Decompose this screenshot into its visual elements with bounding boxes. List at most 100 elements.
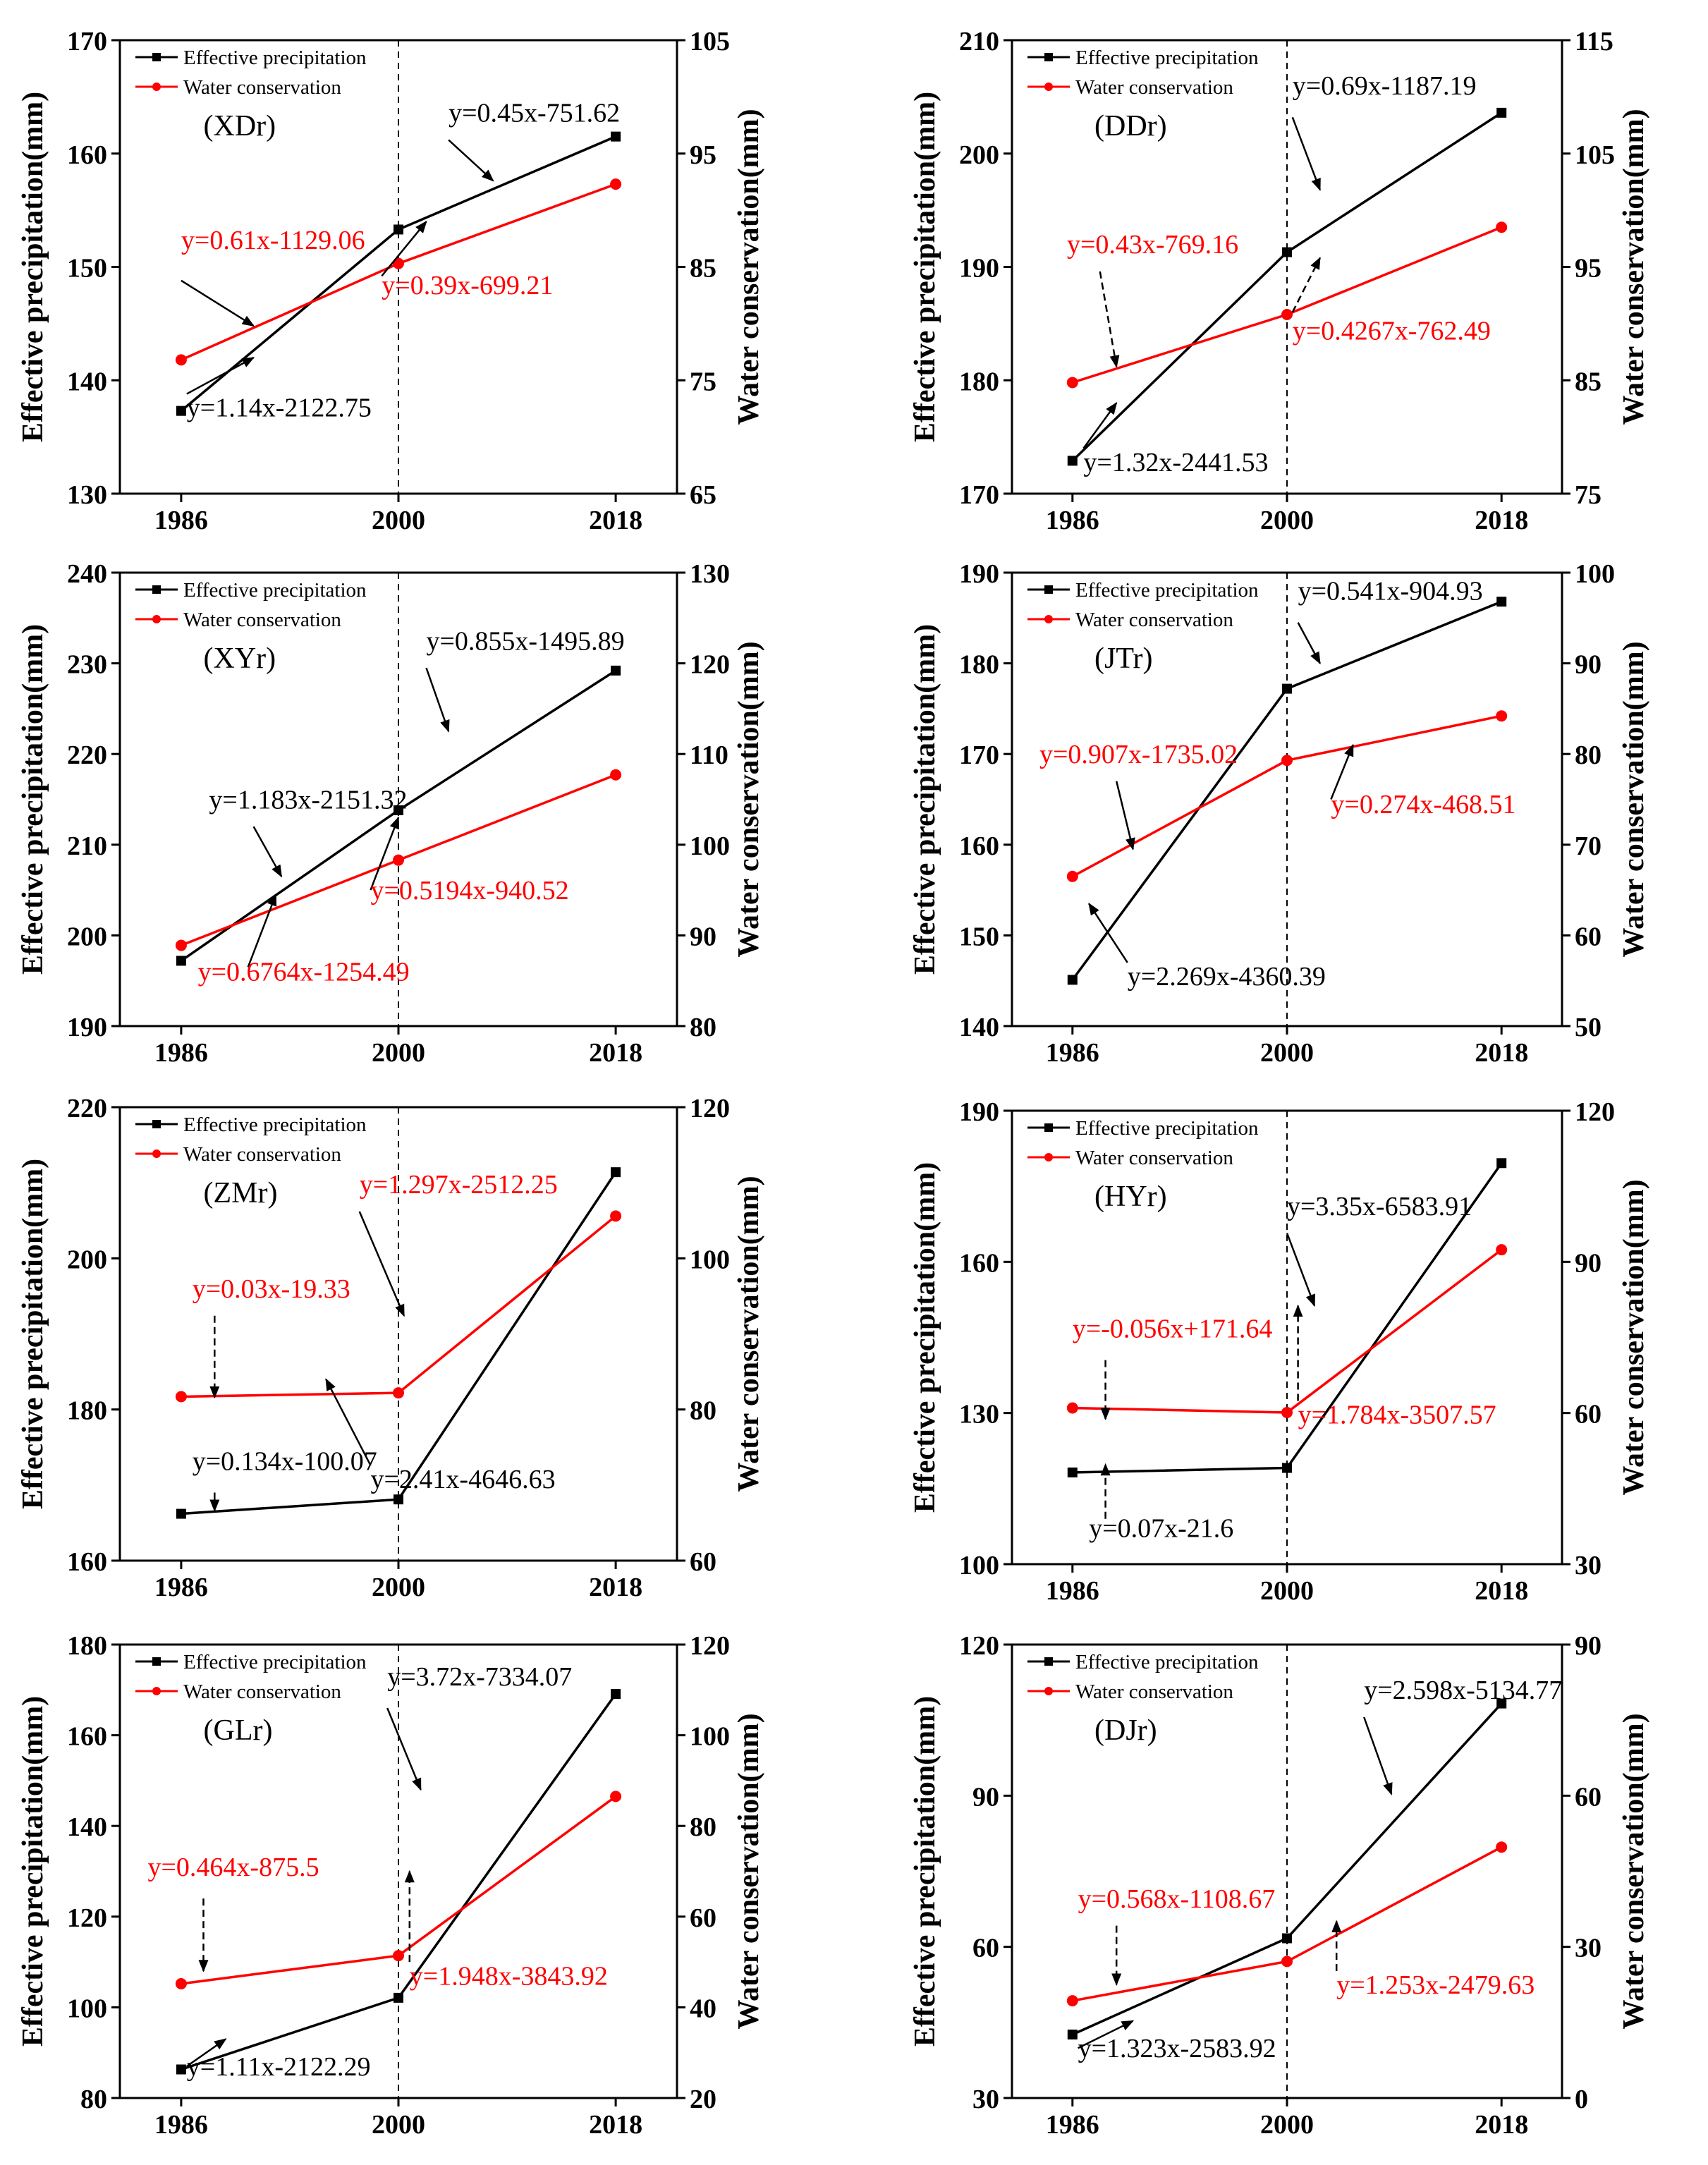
x-tick-label: 2018 [1475, 1038, 1528, 1068]
x-tick-label: 1986 [154, 2110, 208, 2140]
annotation-arrow [1082, 401, 1118, 449]
chart-panel-7: 80 100 120 140 160 180 20 40 60 80 100 120 1986 2000 2… [17, 1631, 765, 2140]
x-tick-label: 2018 [589, 2110, 642, 2140]
left-tick-label: 210 [67, 831, 107, 861]
panel-label: (JTr) [1094, 642, 1152, 675]
legend-marker-circle [152, 1687, 161, 1695]
data-point-square [1496, 597, 1507, 607]
annotation-arrow [181, 279, 255, 327]
legend-label: Water conservation [1075, 1147, 1233, 1169]
legend-marker-square [1044, 1123, 1053, 1132]
right-tick-label: 70 [1575, 831, 1602, 861]
left-tick-label: 220 [67, 1094, 107, 1123]
regression-equation: y=0.43x-769.16 [1067, 230, 1238, 260]
right-tick-label: 130 [690, 559, 730, 589]
right-tick-label: 50 [1575, 1013, 1602, 1042]
left-tick-label: 200 [67, 1245, 107, 1274]
annotation-arrow [247, 893, 277, 968]
data-point-square [1282, 683, 1292, 694]
right-tick-label: 85 [1575, 367, 1602, 396]
chart-panel-8: 30 60 90 120 0 30 60 90 1986 2000 2018 Effective pr… [909, 1631, 1650, 2140]
regression-equation: y=1.32x-2441.53 [1083, 448, 1268, 477]
data-point-square [1282, 247, 1292, 257]
data-point-square [1067, 1467, 1078, 1477]
annotation-arrow [1330, 743, 1354, 800]
left-tick-label: 220 [67, 740, 107, 770]
data-point-square [1282, 1463, 1292, 1473]
right-axis-title: Water conservation(mm) [733, 1713, 765, 2029]
regression-equation: y=0.274x-468.51 [1331, 790, 1515, 819]
x-tick-label: 1986 [1046, 506, 1099, 535]
regression-equation: y=0.61x-1129.06 [181, 226, 365, 255]
regression-equation: y=1.183x-2151.32 [209, 785, 407, 815]
left-tick-label: 160 [959, 831, 999, 861]
left-tick-label: 170 [67, 27, 107, 56]
x-tick-label: 2000 [372, 1038, 425, 1068]
data-point-circle [1281, 755, 1293, 767]
right-tick-label: 90 [690, 922, 716, 951]
x-tick-label: 2000 [1260, 506, 1314, 535]
data-point-circle [610, 178, 622, 190]
left-tick-label: 140 [67, 367, 107, 396]
right-axis-title: Water conservation(mm) [1618, 641, 1650, 957]
legend-label: Effective precipitation [1075, 579, 1259, 602]
x-tick-label: 1986 [154, 1038, 208, 1068]
legend-label: Effective precipitation [1075, 1117, 1259, 1140]
right-tick-label: 20 [690, 2085, 716, 2114]
regression-equation: y=2.598x-5134.77 [1364, 1676, 1562, 1705]
regression-equation: y=0.07x-21.6 [1089, 1513, 1233, 1543]
data-point-square [394, 1494, 403, 1505]
left-axis-title: Effective precipitation(mm) [909, 624, 941, 975]
legend-label: Effective precipitation [1075, 1651, 1259, 1673]
legend-label: Water conservation [183, 76, 341, 99]
right-axis-title: Water conservation(mm) [733, 641, 765, 957]
annotation-arrow [370, 816, 400, 891]
legend-label: Water conservation [1075, 76, 1233, 99]
right-axis-title: Water conservation(mm) [1618, 1179, 1650, 1495]
right-tick-label: 105 [690, 27, 730, 56]
left-axis-title: Effective precipitation(mm) [17, 1696, 49, 2047]
legend-marker-square [152, 53, 161, 61]
left-tick-label: 160 [67, 1722, 107, 1752]
x-tick-label: 2018 [1475, 1576, 1528, 1606]
regression-equation: y=-0.056x+171.64 [1073, 1315, 1273, 1344]
x-tick-label: 2000 [1260, 1038, 1314, 1068]
data-point-circle [393, 1950, 404, 1962]
x-tick-label: 1986 [1046, 2110, 1099, 2140]
left-axis-title: Effective precipitation(mm) [17, 1159, 49, 1509]
left-tick-label: 130 [67, 480, 107, 510]
left-tick-label: 140 [959, 1013, 999, 1042]
left-tick-label: 130 [959, 1400, 999, 1429]
annotation-arrow [1291, 116, 1321, 191]
data-point-circle [1496, 221, 1508, 233]
data-point-circle [175, 939, 187, 951]
data-point-square [1496, 1698, 1507, 1709]
left-tick-label: 180 [959, 650, 999, 680]
right-tick-label: 60 [690, 1903, 716, 1933]
chart-panel-3: 190 200 210 220 230 240 80 90 100 110 120 130 1986 20… [17, 559, 765, 1068]
right-tick-label: 30 [1575, 1551, 1602, 1580]
annotation-arrow [1099, 271, 1120, 368]
right-tick-label: 80 [690, 1396, 716, 1426]
panel-label: (DDr) [1094, 110, 1167, 142]
legend-label: Water conservation [1075, 1681, 1233, 1703]
annotation-arrow [1297, 622, 1321, 665]
data-point-circle [1496, 710, 1508, 722]
legend-label: Water conservation [1075, 609, 1233, 631]
right-tick-label: 60 [690, 1547, 716, 1577]
panel-label: (XDr) [204, 110, 276, 142]
right-tick-label: 90 [1575, 650, 1602, 680]
right-tick-label: 100 [690, 1722, 730, 1752]
left-tick-label: 170 [959, 740, 999, 770]
regression-equation: y=3.35x-6583.91 [1287, 1192, 1472, 1221]
right-axis-title: Water conservation(mm) [1618, 109, 1650, 425]
left-tick-label: 60 [972, 1934, 999, 1963]
right-tick-label: 80 [690, 1812, 716, 1842]
annotation-arrow [1078, 2020, 1135, 2049]
legend-label: Effective precipitation [183, 579, 367, 602]
left-tick-label: 140 [67, 1812, 107, 1842]
regression-equation: y=1.253x-2479.63 [1336, 1970, 1535, 2000]
annotation-arrow [1088, 902, 1128, 963]
regression-equation: y=1.948x-3843.92 [410, 1961, 608, 1991]
data-point-circle [393, 1387, 404, 1399]
